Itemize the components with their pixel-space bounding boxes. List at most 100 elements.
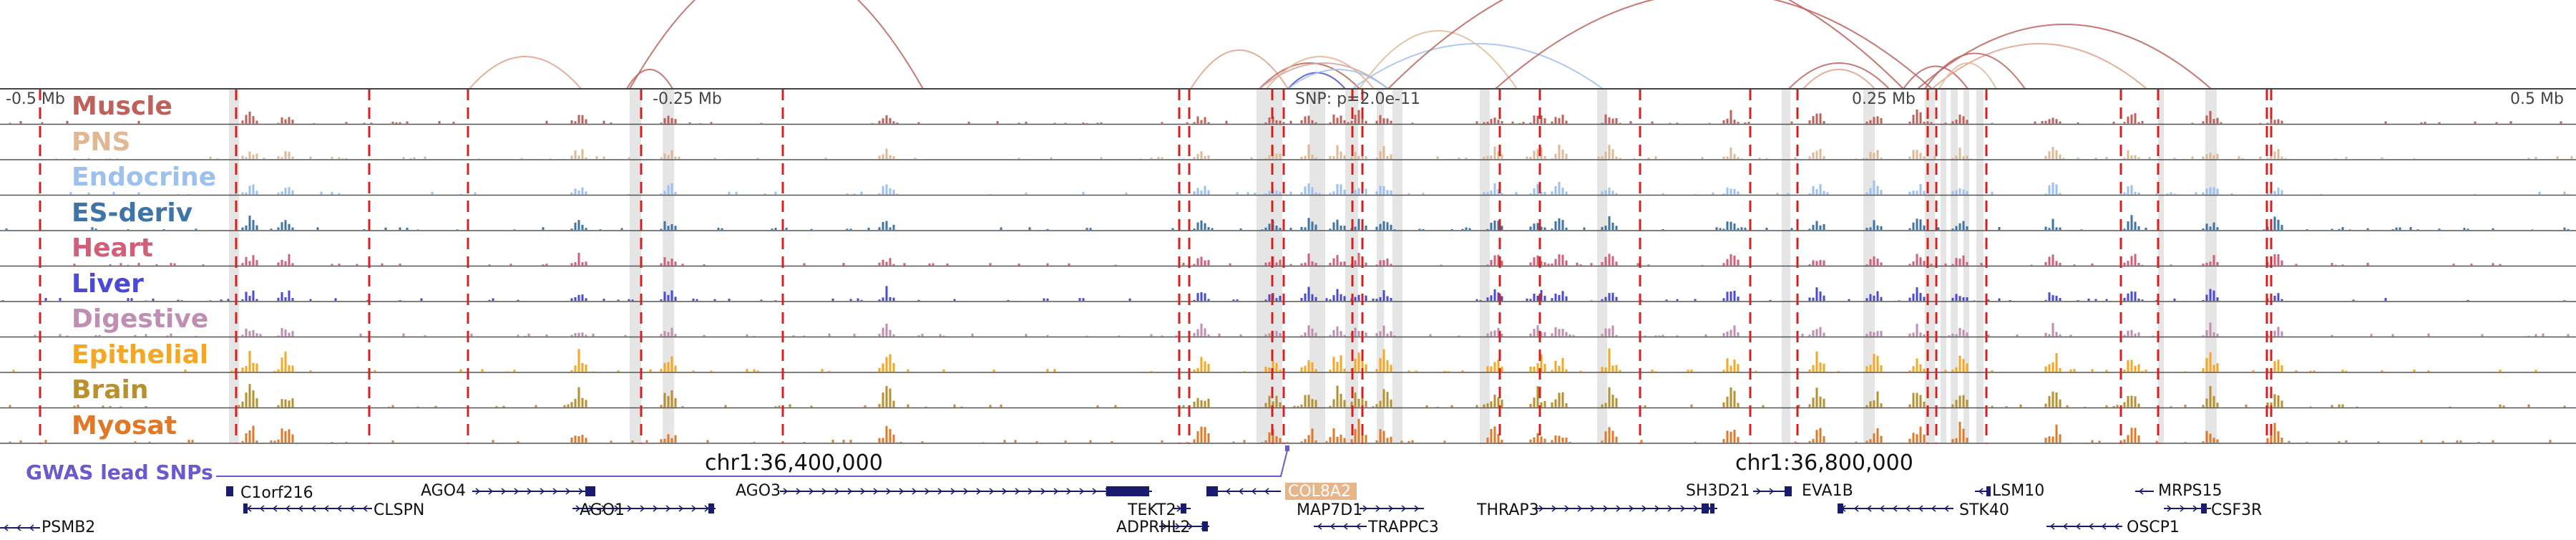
gene-label-psmb2: PSMB2: [42, 519, 95, 536]
interaction-arc: [1938, 62, 1997, 90]
gene-label-oscp1: OSCP1: [2127, 519, 2180, 536]
gene-label-map7d1: MAP7D1: [1297, 501, 1362, 519]
gene-label-clspn: CLSPN: [374, 501, 424, 519]
signal-peak-series: [55, 144, 2573, 159]
gene-strand-arrows: [1176, 505, 1182, 512]
gene-exon: [2201, 503, 2207, 514]
gene-strand-arrows: [475, 488, 584, 495]
gene-label-c1orf216: C1orf216: [240, 484, 313, 502]
gene-exon: [1710, 503, 1714, 514]
coord-label-36800000: chr1:36,800,000: [1735, 450, 1913, 476]
interaction-arc: [1931, 43, 2147, 90]
coord-label-36400000: chr1:36,400,000: [705, 450, 883, 476]
track-label-endocrine: Endocrine: [72, 163, 216, 192]
track-separators: [0, 123, 2576, 444]
signal-peak-series: [73, 253, 2502, 266]
gene-strand-arrows: [2138, 488, 2144, 495]
gene-strand-arrows: [1756, 488, 1775, 495]
gene-strand-arrows: [1362, 505, 1420, 512]
gene-label-sh3d21: SH3D21: [1686, 482, 1750, 500]
signal-peak-series: [37, 180, 2570, 195]
gene-label-eva1b: EVA1B: [1802, 482, 1853, 500]
track-label-heart: Heart: [72, 233, 153, 263]
gene-label-adprhl2: ADPRHL2: [1116, 519, 1190, 536]
signal-peak-series: [9, 384, 2566, 408]
gene-strand-arrows: [2049, 523, 2119, 530]
gene-exon: [1785, 486, 1792, 496]
interaction-arc: [469, 56, 582, 90]
signal-peak-series: [5, 215, 2570, 230]
signal-peak-series: [1, 286, 2566, 301]
track-label-digestive: Digestive: [72, 304, 208, 334]
gene-label-ago1: AGO1: [580, 501, 625, 519]
interaction-arc: [1287, 69, 1389, 90]
gwas-snp-marker: [1285, 445, 1289, 451]
interaction-arc: [1788, 62, 1890, 90]
signal-peak-series: [9, 109, 2562, 124]
snp-pvalue-label: SNP: p=2.0e-11: [1295, 90, 1420, 108]
interaction-arc: [1190, 49, 1289, 90]
interaction-arc: [1924, 52, 2026, 90]
interaction-arc: [1802, 69, 1875, 90]
gene-exon: [1986, 486, 1991, 496]
scale-label-neg-05: -0.5 Mb: [6, 90, 65, 108]
interaction-arc: [1359, 30, 1518, 90]
gene-exon: [708, 503, 714, 514]
track-label-pns: PNS: [72, 127, 130, 157]
interaction-arc: [1387, 0, 1904, 90]
ld-boundary-lines: [39, 89, 2273, 443]
interaction-arc: [1903, 65, 1968, 90]
gene-strand-arrows: [1978, 488, 1984, 495]
interaction-arc: [626, 69, 673, 90]
interaction-arc: [1287, 72, 1346, 90]
signal-peak-series: [34, 322, 2570, 337]
gene-strand-arrows: [3, 524, 34, 531]
interaction-arc: [1917, 24, 2212, 90]
gene-label-ago4: AGO4: [421, 482, 466, 500]
gene-exon: [1702, 503, 1709, 514]
track-label-brain: Brain: [72, 375, 148, 405]
gene-exon: [226, 486, 233, 496]
track-label-muscle: Muscle: [72, 92, 172, 121]
gene-exon: [585, 486, 595, 496]
gene-exon: [1838, 503, 1843, 514]
gene-exon: [1106, 486, 1149, 496]
gwas-lead-snps-label: GWAS lead SNPs: [26, 461, 213, 484]
interaction-arc: [1259, 62, 1360, 90]
gene-strand-arrows: [575, 505, 710, 512]
scale-label-pos-025: 0.25 Mb: [1852, 90, 1916, 108]
gene-strand-arrows: [1317, 523, 1361, 530]
track-label-myosat: Myosat: [72, 411, 177, 440]
interaction-arcs: [469, 0, 2212, 90]
track-label-es-deriv: ES-deriv: [72, 198, 192, 228]
gene-strand-arrows: [2167, 505, 2198, 512]
gene-label-stk40: STK40: [1959, 501, 2009, 519]
track-label-liver: Liver: [72, 269, 144, 299]
gene-label-mrps15: MRPS15: [2158, 482, 2223, 500]
interaction-arc: [1495, 0, 1933, 90]
gene-strand-arrows: [1162, 523, 1206, 530]
track-label-epithelial: Epithelial: [72, 340, 208, 370]
interaction-arc: [1266, 56, 1375, 90]
gene-labels: PSMB2 C1orf216 CLSPN AGO4 AGO1 AGO3 TEKT…: [42, 482, 2262, 536]
gene-exon: [243, 503, 248, 514]
gene-exon: [1202, 521, 1208, 531]
gene-label-lsm10: LSM10: [1992, 482, 2044, 500]
track-labels: Muscle PNS Endocrine ES-deriv Heart Live…: [72, 92, 216, 440]
scale-label-pos-05: 0.5 Mb: [2510, 90, 2564, 108]
gene-label-tekt2: TEKT2: [1127, 501, 1176, 519]
gene-label-col8a2: COL8A2: [1288, 483, 1351, 501]
interaction-arc: [1352, 43, 1604, 90]
gene-label-trappc3: TRAPPC3: [1367, 519, 1439, 536]
scale-label-neg-025: -0.25 Mb: [653, 90, 722, 108]
gene-strand-arrows: [1538, 505, 1712, 512]
gene-track: [0, 486, 2211, 531]
gene-label-csf3r: CSF3R: [2211, 501, 2262, 519]
gene-label-ago3: AGO3: [736, 482, 781, 500]
gene-highlight-col8a2: [1285, 483, 1357, 500]
interaction-arc: [629, 0, 924, 90]
signal-peak-series: [9, 418, 2552, 443]
gwas-snp-connector: [216, 447, 1289, 477]
gene-strand-arrows: [1212, 488, 1269, 495]
